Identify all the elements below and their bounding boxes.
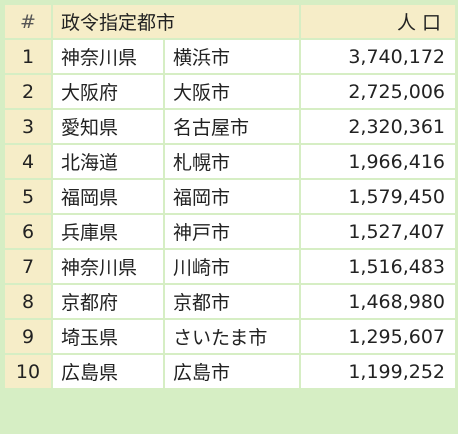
city-cell: 名古屋市: [165, 110, 300, 143]
population-cell: 1,527,407: [301, 215, 456, 248]
table-row: 7 神奈川県 川崎市 1,516,483: [5, 250, 456, 283]
table-row: 3 愛知県 名古屋市 2,320,361: [5, 110, 456, 143]
table-row: 10 広島県 広島市 1,199,252: [5, 355, 456, 388]
rank-cell: 6: [5, 215, 51, 248]
population-cell: 1,199,252: [301, 355, 456, 388]
header-row: # 政令指定都市 人 口: [5, 5, 456, 38]
city-population-table: # 政令指定都市 人 口 1 神奈川県 横浜市 3,740,172 2 大阪府 …: [3, 3, 457, 390]
rank-cell: 3: [5, 110, 51, 143]
city-cell: 川崎市: [165, 250, 300, 283]
population-cell: 2,725,006: [301, 75, 456, 108]
rank-cell: 4: [5, 145, 51, 178]
table-row: 4 北海道 札幌市 1,966,416: [5, 145, 456, 178]
rank-cell: 5: [5, 180, 51, 213]
prefecture-cell: 神奈川県: [53, 40, 163, 73]
prefecture-cell: 広島県: [53, 355, 163, 388]
prefecture-cell: 埼玉県: [53, 320, 163, 353]
rank-cell: 9: [5, 320, 51, 353]
prefecture-cell: 福岡県: [53, 180, 163, 213]
table-row: 8 京都府 京都市 1,468,980: [5, 285, 456, 318]
rank-cell: 8: [5, 285, 51, 318]
city-cell: 神戸市: [165, 215, 300, 248]
header-rank: #: [5, 5, 51, 38]
rank-cell: 7: [5, 250, 51, 283]
prefecture-cell: 北海道: [53, 145, 163, 178]
rank-cell: 2: [5, 75, 51, 108]
prefecture-cell: 愛知県: [53, 110, 163, 143]
table-row: 6 兵庫県 神戸市 1,527,407: [5, 215, 456, 248]
table-row: 2 大阪府 大阪市 2,725,006: [5, 75, 456, 108]
city-cell: 福岡市: [165, 180, 300, 213]
population-cell: 1,516,483: [301, 250, 456, 283]
header-population: 人 口: [301, 5, 456, 38]
city-cell: 札幌市: [165, 145, 300, 178]
population-cell: 1,579,450: [301, 180, 456, 213]
population-cell: 1,295,607: [301, 320, 456, 353]
population-cell: 1,966,416: [301, 145, 456, 178]
city-cell: さいたま市: [165, 320, 300, 353]
population-cell: 2,320,361: [301, 110, 456, 143]
prefecture-cell: 大阪府: [53, 75, 163, 108]
header-city: 政令指定都市: [53, 5, 300, 38]
table-row: 1 神奈川県 横浜市 3,740,172: [5, 40, 456, 73]
prefecture-cell: 神奈川県: [53, 250, 163, 283]
population-cell: 1,468,980: [301, 285, 456, 318]
city-cell: 京都市: [165, 285, 300, 318]
prefecture-cell: 兵庫県: [53, 215, 163, 248]
rank-cell: 1: [5, 40, 51, 73]
prefecture-cell: 京都府: [53, 285, 163, 318]
city-cell: 広島市: [165, 355, 300, 388]
city-cell: 横浜市: [165, 40, 300, 73]
population-cell: 3,740,172: [301, 40, 456, 73]
table-row: 5 福岡県 福岡市 1,579,450: [5, 180, 456, 213]
city-cell: 大阪市: [165, 75, 300, 108]
table-row: 9 埼玉県 さいたま市 1,295,607: [5, 320, 456, 353]
rank-cell: 10: [5, 355, 51, 388]
